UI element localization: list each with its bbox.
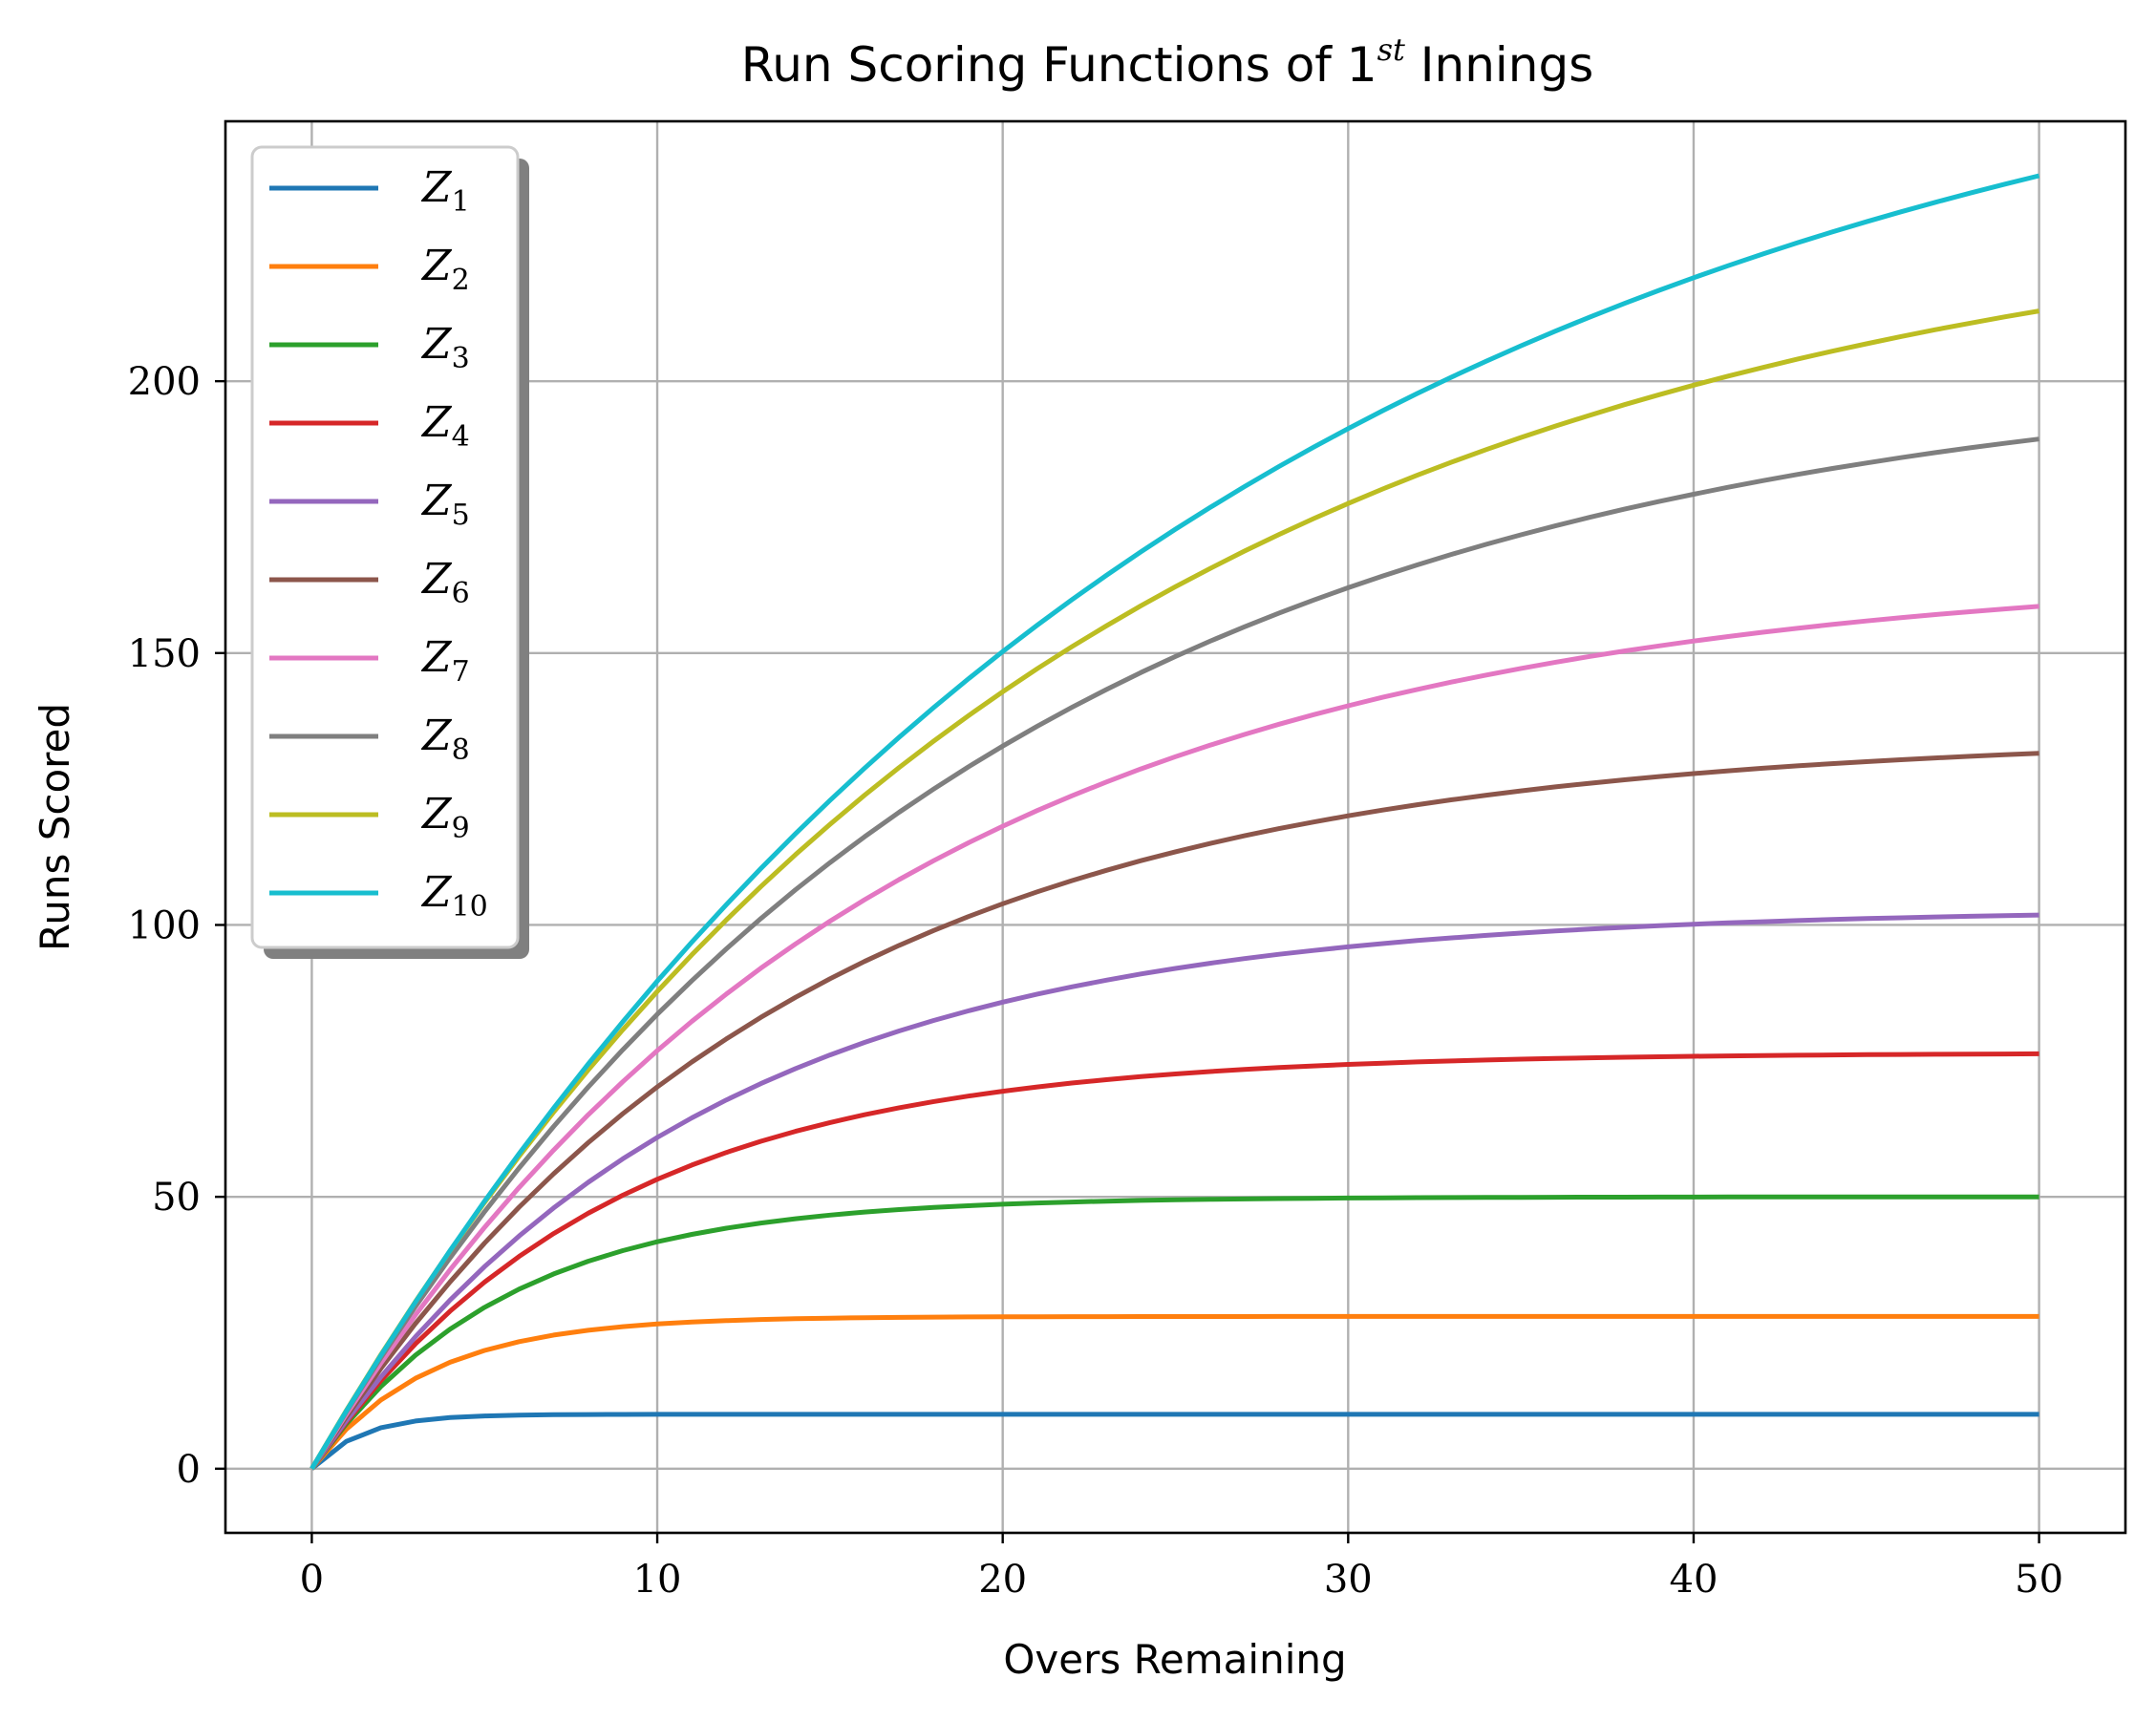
legend-item-z4: Z4 (269, 398, 470, 454)
legend-label-name: Z (420, 242, 453, 290)
series-line-z5 (310, 912, 2039, 1471)
x-tick-label: 30 (1324, 1558, 1373, 1602)
legend-label: Z2 (420, 242, 470, 297)
legend-label-name: Z (420, 712, 453, 760)
x-tick-label: 40 (1670, 1558, 1718, 1602)
legend-label: Z3 (420, 320, 470, 375)
series-line-z6 (310, 751, 2039, 1471)
legend-label-subscript: 5 (452, 499, 470, 532)
legend-item-z1: Z1 (269, 163, 470, 219)
legend-label: Z10 (420, 868, 488, 924)
plot-frame (224, 119, 2127, 1535)
legend-label-subscript: 7 (452, 655, 470, 689)
series-line-z7 (310, 604, 2039, 1471)
x-tick-label: 10 (633, 1558, 682, 1602)
axis-ticks: 0 10 20 30 40 50 0 50 100 150 200 (128, 360, 2063, 1602)
legend-label: Z8 (420, 712, 470, 767)
legend-item-z10: Z10 (269, 868, 488, 924)
chart-title-suffix: Innings (1405, 37, 1593, 93)
legend-label-name: Z (420, 868, 453, 917)
legend-label-name: Z (420, 790, 453, 839)
legend-label-name: Z (420, 555, 453, 604)
y-axis-label: Runs Scored (32, 703, 78, 951)
x-axis-label: Overs Remaining (1003, 1636, 1346, 1683)
legend-item-z5: Z5 (269, 477, 470, 532)
legend-label-name: Z (420, 477, 453, 525)
legend-item-z7: Z7 (269, 633, 470, 689)
legend-label: Z7 (420, 633, 470, 689)
legend-label-subscript: 9 (452, 812, 470, 845)
legend-label-subscript: 6 (452, 577, 470, 610)
y-tick-label: 50 (152, 1176, 201, 1220)
legend-item-z9: Z9 (269, 790, 470, 845)
series-lines (310, 173, 2040, 1471)
legend-label-subscript: 8 (452, 733, 470, 767)
y-tick-label: 100 (128, 903, 201, 947)
legend-label: Z5 (420, 477, 470, 532)
legend-label-name: Z (420, 633, 453, 682)
legend-item-z8: Z8 (269, 712, 470, 767)
x-tick-label: 50 (2015, 1558, 2063, 1602)
legend-item-z3: Z3 (269, 320, 470, 375)
legend-label-subscript: 1 (452, 185, 470, 219)
legend-label: Z6 (420, 555, 470, 610)
legend-label-name: Z (420, 163, 453, 212)
legend-label-name: Z (420, 398, 453, 447)
series-line-z9 (310, 308, 2040, 1471)
legend-label-subscript: 10 (452, 890, 488, 924)
x-tick-label: 20 (978, 1558, 1027, 1602)
legend-label: Z4 (420, 398, 470, 454)
chart-title-main: Run Scoring Functions of 1 (741, 37, 1377, 93)
legend-item-z6: Z6 (269, 555, 470, 610)
series-line-z8 (310, 436, 2039, 1471)
series-line-z2 (310, 1313, 2039, 1471)
y-tick-label: 0 (177, 1448, 201, 1492)
legend-item-z2: Z2 (269, 242, 470, 297)
chart-title-sup: st (1377, 32, 1405, 68)
y-tick-label: 200 (128, 360, 201, 404)
series-line-z10 (310, 173, 2040, 1471)
series-line-z3 (310, 1194, 2039, 1471)
series-line-z1 (310, 1412, 2039, 1471)
legend-label: Z9 (420, 790, 470, 845)
y-tick-label: 150 (128, 632, 201, 676)
legend-label-subscript: 2 (452, 264, 470, 297)
chart-title: Run Scoring Functions of 1st Innings (741, 32, 1594, 93)
legend-label: Z1 (420, 163, 470, 219)
x-tick-label: 0 (300, 1558, 324, 1602)
series-line-z4 (310, 1051, 2039, 1471)
legend-label-subscript: 3 (452, 342, 470, 375)
legend-label-name: Z (420, 320, 453, 369)
legend-label-subscript: 4 (452, 420, 470, 454)
